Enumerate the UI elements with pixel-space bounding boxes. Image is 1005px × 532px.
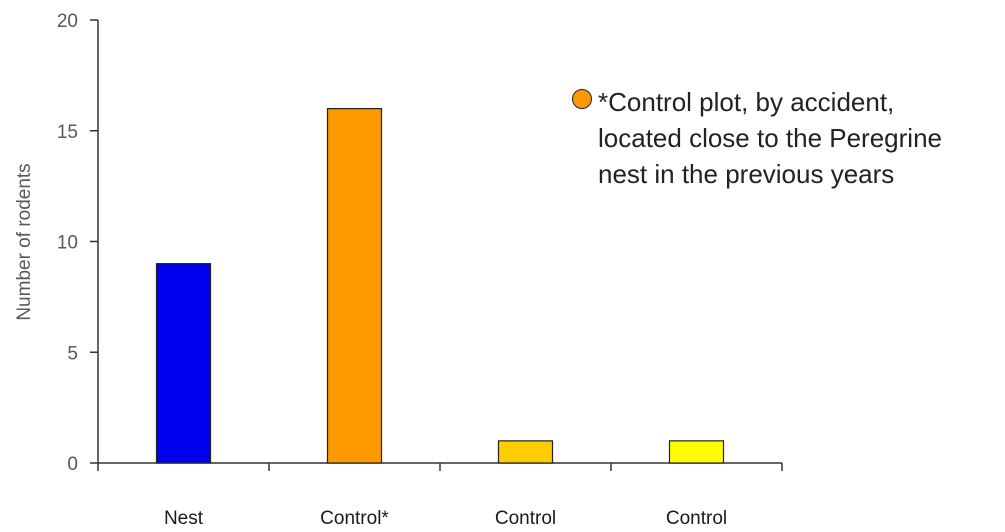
legend-line: *Control plot, by accident, xyxy=(598,87,895,117)
y-tick-label: 20 xyxy=(57,11,78,32)
x-tick-label: Control xyxy=(495,508,556,529)
x-tick-label: Nest xyxy=(164,508,204,529)
x-axis: Nest Control* Control Control xyxy=(97,462,783,529)
y-axis-title: Number of rodents xyxy=(14,163,35,320)
y-tick-label: 10 xyxy=(57,233,78,254)
legend-text: *Control plot, by accident, located clos… xyxy=(598,84,942,192)
y-tick-label: 15 xyxy=(57,122,78,143)
y-tick-label: 0 xyxy=(67,454,78,475)
bar xyxy=(326,107,383,464)
bars xyxy=(155,107,725,464)
legend-marker-icon xyxy=(572,89,592,109)
x-tick-label: Control* xyxy=(320,508,389,529)
bar xyxy=(668,440,725,464)
x-tick-label: Control xyxy=(666,508,727,529)
y-tick-label: 5 xyxy=(67,343,78,364)
y-axis: 0 5 10 15 20 xyxy=(57,11,99,475)
legend-entry: *Control plot, by accident, located clos… xyxy=(572,84,1002,192)
legend-line: nest in the previous years xyxy=(598,159,895,189)
bar xyxy=(155,263,212,464)
legend: *Control plot, by accident, located clos… xyxy=(572,84,1002,192)
bar xyxy=(497,440,554,464)
legend-line: located close to the Peregrine xyxy=(598,123,942,153)
